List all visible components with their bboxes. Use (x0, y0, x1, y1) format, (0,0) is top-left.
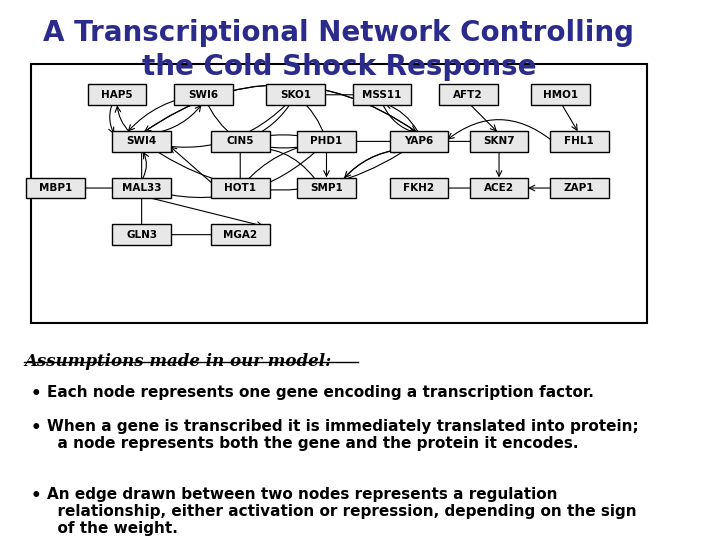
Text: HMO1: HMO1 (543, 90, 578, 100)
Text: SKN7: SKN7 (483, 137, 515, 146)
Text: GLN3: GLN3 (126, 230, 157, 240)
Text: SWI4: SWI4 (127, 137, 157, 146)
Text: ZAP1: ZAP1 (564, 183, 595, 193)
Text: •: • (31, 385, 41, 403)
FancyBboxPatch shape (211, 131, 269, 152)
Text: A Transcriptional Network Controlling
the Cold Shock Response: A Transcriptional Network Controlling th… (43, 19, 634, 82)
FancyBboxPatch shape (353, 84, 411, 105)
Text: Each node represents one gene encoding a transcription factor.: Each node represents one gene encoding a… (47, 385, 594, 400)
FancyBboxPatch shape (438, 84, 498, 105)
Text: SWI6: SWI6 (188, 90, 218, 100)
Text: PHD1: PHD1 (310, 137, 343, 146)
Text: •: • (31, 487, 41, 505)
Text: AFT2: AFT2 (454, 90, 483, 100)
Text: HAP5: HAP5 (102, 90, 132, 100)
FancyBboxPatch shape (174, 84, 233, 105)
FancyBboxPatch shape (211, 225, 269, 245)
FancyBboxPatch shape (469, 178, 528, 198)
FancyBboxPatch shape (26, 178, 85, 198)
Text: YAP6: YAP6 (405, 137, 433, 146)
Text: SMP1: SMP1 (310, 183, 343, 193)
Text: MGA2: MGA2 (223, 230, 257, 240)
Text: ACE2: ACE2 (484, 183, 514, 193)
FancyBboxPatch shape (550, 131, 608, 152)
Text: MBP1: MBP1 (39, 183, 72, 193)
FancyBboxPatch shape (88, 84, 146, 105)
FancyBboxPatch shape (390, 178, 449, 198)
FancyBboxPatch shape (550, 178, 608, 198)
FancyBboxPatch shape (531, 84, 590, 105)
Text: An edge drawn between two nodes represents a regulation
  relationship, either a: An edge drawn between two nodes represen… (47, 487, 636, 536)
Text: HOT1: HOT1 (224, 183, 256, 193)
Text: Assumptions made in our model:: Assumptions made in our model: (24, 353, 331, 370)
Text: SKO1: SKO1 (280, 90, 311, 100)
FancyBboxPatch shape (297, 178, 356, 198)
Text: •: • (31, 419, 41, 437)
FancyBboxPatch shape (112, 131, 171, 152)
Text: When a gene is transcribed it is immediately translated into protein;
  a node r: When a gene is transcribed it is immedia… (47, 419, 639, 451)
FancyBboxPatch shape (211, 178, 269, 198)
Text: CIN5: CIN5 (227, 137, 254, 146)
Text: MAL33: MAL33 (122, 183, 161, 193)
Text: FKH2: FKH2 (403, 183, 434, 193)
Text: FHL1: FHL1 (564, 137, 594, 146)
FancyBboxPatch shape (112, 225, 171, 245)
FancyBboxPatch shape (266, 84, 325, 105)
FancyBboxPatch shape (112, 178, 171, 198)
FancyBboxPatch shape (390, 131, 449, 152)
FancyBboxPatch shape (31, 64, 647, 323)
FancyBboxPatch shape (469, 131, 528, 152)
FancyBboxPatch shape (297, 131, 356, 152)
Text: MSS11: MSS11 (362, 90, 402, 100)
